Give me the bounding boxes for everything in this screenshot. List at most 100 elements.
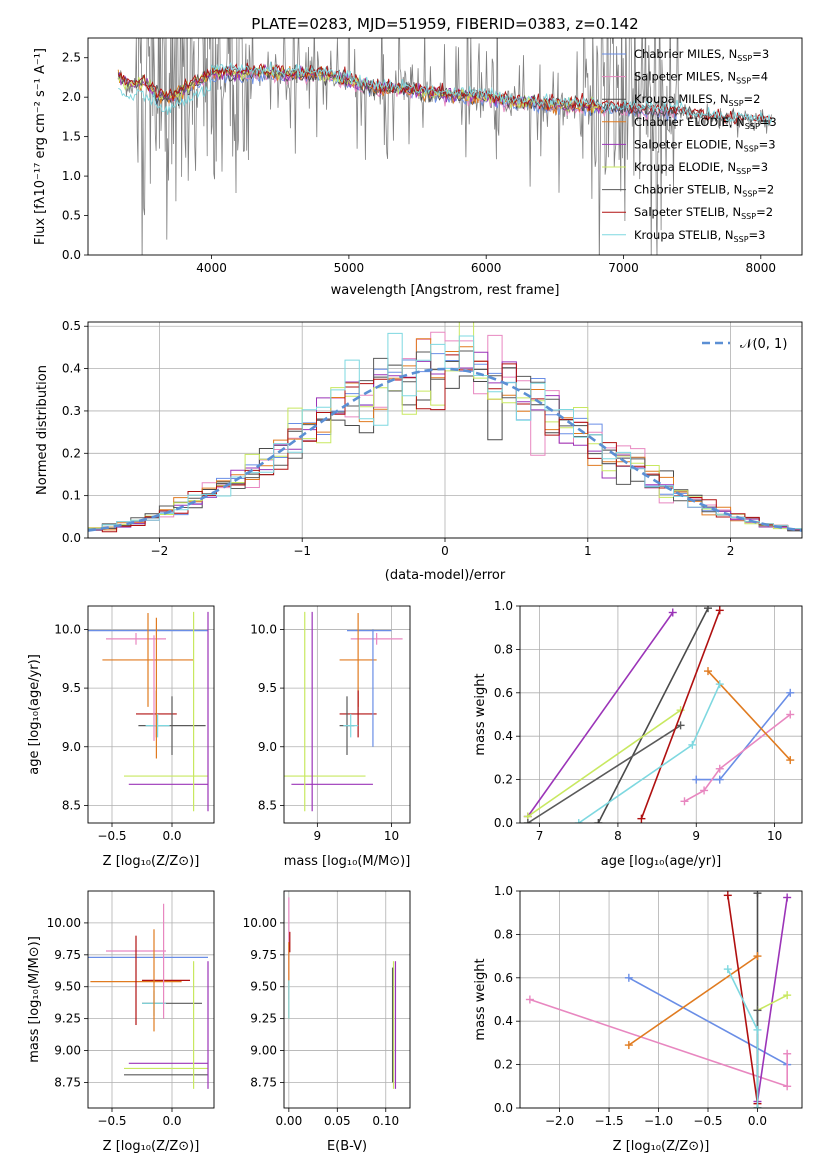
legend: 𝒩(0, 1) [702,337,787,352]
x-tick-label: 0.00 [275,1114,302,1128]
panel-weight_vs_Z: −2.0 −1.5 −1.0 −0.5 0.0 0.0 0.2 0.4 0.6 0.8 1.0 Z [… [473,884,803,1154]
y-tick-label: 0.2 [494,773,513,787]
weight-line-chabrier_miles [628,977,788,1066]
weight-line-salpeter_miles [684,713,791,803]
x-tick-label: −0.5 [97,1114,126,1128]
legend-label: 𝒩(0, 1) [740,337,787,352]
panel-weight_vs_age: 7 8 9 10 0.0 0.2 0.4 0.6 0.8 1.0 age [log₁₀(age/yr… [473,599,803,869]
weight-line-kroupa_elodie [527,709,682,818]
y-tick-label: 9.5 [258,681,277,695]
x-axis-label: (data-model)/error [385,568,506,583]
y-tick-label: 0.0 [494,1101,513,1115]
legend-label: Salpeter MILES, NSSP=4 [634,70,768,86]
x-axis-label: Z [log₁₀(Z/Z⊙)] [103,1139,200,1154]
legend-label: Chabrier STELIB, NSSP=2 [634,183,774,199]
weight-line-salpeter_elodie [756,897,788,1102]
x-tick-label: 5000 [334,261,365,275]
axes-frame [87,890,215,1109]
legend-label: Chabrier ELODIE, NSSP=3 [634,115,777,131]
x-tick-label: 7000 [608,261,639,275]
y-tick-label: 9.0 [62,740,81,754]
y-tick-label: 8.5 [62,798,81,812]
panel-residuals: 𝒩(0, 1) (data-model)/error Normed distribu… [35,319,803,583]
y-tick-label: 9.25 [250,1012,277,1026]
y-tick-label: 0.1 [62,489,81,503]
plot-area [284,611,403,812]
y-tick-label: 9.00 [54,1044,81,1058]
y-tick-label: 8.75 [250,1075,277,1089]
axes-frame [87,37,803,256]
y-tick-label: 1.0 [494,884,513,898]
legend: Chabrier MILES, NSSP=3 Salpeter MILES, NS… [602,47,777,244]
plot-area [288,897,397,1089]
axes-frame [519,890,803,1109]
y-tick-label: 0.6 [494,686,513,700]
y-tick-label: 0.4 [494,729,513,743]
panel-spectrum: Chabrier MILES, NSSP=3 Salpeter MILES, NS… [33,37,803,298]
panel-age_vs_Z: −0.5 0.0 8.5 9.0 9.5 10.0 Z [log₁₀(Z/Z⊙)] age [… [27,605,215,869]
x-axis-label: age [log₁₀(age/yr)] [601,854,722,869]
x-tick-label: 0.05 [324,1114,351,1128]
y-tick-label: 9.75 [54,948,81,962]
legend-label: Salpeter STELIB, NSSP=2 [634,205,773,221]
figure-title: PLATE=0283, MJD=51959, FIBERID=0383, z=0… [251,15,638,33]
legend-label: Salpeter ELODIE, NSSP=3 [634,137,776,153]
panel-mass_vs_ebv: 0.00 0.05 0.10 8.75 9.00 9.25 9.50 9.75 10.00 E(B… [243,890,411,1154]
data-spectrum [117,38,772,255]
y-tick-label: 1.0 [62,169,81,183]
y-tick-label: 9.0 [258,740,277,754]
plot-area [525,891,792,1108]
x-tick-label: −1.0 [644,1114,673,1128]
axes-frame [283,605,411,824]
x-axis-label: Z [log₁₀(Z/Z⊙)] [103,854,200,869]
plot-area [523,606,795,823]
weight-line-chabrier_elodie [707,670,791,761]
y-tick-label: 0.4 [62,362,81,376]
y-tick-label: 0.6 [494,971,513,985]
legend-label: Kroupa ELODIE, NSSP=3 [634,160,768,176]
y-tick-label: 9.75 [250,948,277,962]
y-tick-label: 9.5 [62,681,81,695]
weight-line-kroupa_elodie [757,994,788,1012]
plot-area [88,322,802,533]
y-tick-label: 1.0 [494,599,513,613]
x-tick-label: −2.0 [545,1114,574,1128]
x-tick-label: 8000 [746,261,777,275]
weight-line-salpeter_elodie [527,612,674,817]
weight-line-chabrier_stelib [527,724,682,823]
plot-area [117,38,773,255]
x-tick-label: −0.5 [97,829,126,843]
axes-frame [87,605,215,824]
y-tick-label: 10.00 [47,916,81,930]
x-tick-label: 0.0 [162,1114,181,1128]
y-tick-label: 9.50 [250,980,277,994]
y-tick-label: 10.0 [250,622,277,636]
y-tick-label: 9.25 [54,1012,81,1026]
x-axis-label: E(B-V) [327,1139,367,1154]
y-axis-label: mass [log₁₀(M/M⊙)] [27,936,42,1063]
weight-line-kroupa_stelib [578,683,721,823]
y-tick-label: 0.0 [62,248,81,262]
y-axis-label: mass weight [473,958,488,1040]
legend-label: Kroupa STELIB, NSSP=3 [634,228,765,244]
y-axis-label: mass weight [473,673,488,755]
plot-area [88,903,209,1089]
y-axis-label: Normed distribution [35,365,50,495]
normal-curve [88,367,802,532]
x-tick-label: 7 [536,829,544,843]
plot-area [88,611,209,812]
x-tick-label: 9 [692,829,700,843]
y-tick-label: 2.5 [62,51,81,65]
x-tick-label: 10 [384,829,399,843]
x-tick-label: 10 [767,829,782,843]
y-tick-label: 0.8 [494,642,513,656]
weight-line-kroupa_miles [597,607,709,823]
y-axis-label: age [log₁₀(age/yr)] [27,654,42,775]
y-tick-label: 1.5 [62,130,81,144]
x-axis-label: Z [log₁₀(Z/Z⊙)] [613,1139,710,1154]
y-tick-label: 0.4 [494,1014,513,1028]
x-tick-label: 0.0 [162,829,181,843]
y-tick-label: 0.3 [62,404,81,418]
y-tick-label: 0.2 [62,446,81,460]
y-tick-label: 8.5 [258,798,277,812]
